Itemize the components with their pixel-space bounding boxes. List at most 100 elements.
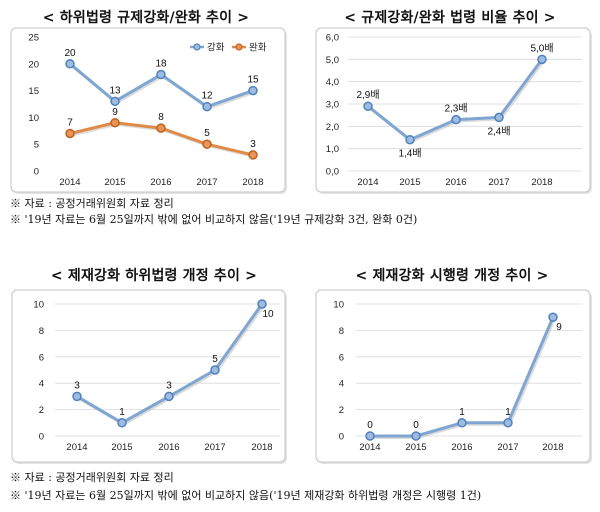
data-label: 2,4배 xyxy=(487,125,510,137)
x-tick-label: 2015 xyxy=(399,177,420,188)
chart-4: 0 2 4 6 8 10 2014 2015 2016 2017 2018 0 0 1 1 9 xyxy=(315,289,592,464)
chart-box xyxy=(11,289,286,463)
x-tick-label: 2014 xyxy=(59,177,80,188)
x-tick-label: 2017 xyxy=(204,442,225,453)
data-point xyxy=(365,431,375,441)
y-tick-label: 3,0 xyxy=(326,100,339,111)
data-point xyxy=(72,391,82,402)
data-label: 3 xyxy=(250,139,256,150)
data-label: 15 xyxy=(247,75,259,86)
data-point xyxy=(457,418,467,428)
y-tick-label: 10 xyxy=(33,300,44,311)
chart-box xyxy=(315,27,591,193)
x-tick-label: 2018 xyxy=(531,177,552,188)
x-tick-label: 2016 xyxy=(451,442,472,453)
footnote-bottom: ※ '19년 자료는 6월 25일까지 밖에 없어 비교하지 않음('19년 제… xyxy=(10,489,482,502)
x-tick-label: 2018 xyxy=(242,177,263,188)
y-tick-label: 10 xyxy=(28,113,39,124)
data-label: 9 xyxy=(112,107,118,118)
x-tick-label: 2014 xyxy=(359,442,380,453)
data-label: 1 xyxy=(459,407,465,418)
y-tick-label: 4,0 xyxy=(326,77,339,88)
chart-title-ratio-trend: < 규제강화/완화 법령 비율 추이 > xyxy=(344,10,556,26)
x-tick-label: 2018 xyxy=(542,442,563,453)
data-point xyxy=(363,101,373,111)
y-tick-label: 4 xyxy=(339,379,344,390)
y-tick-label: 6 xyxy=(39,352,44,363)
data-point xyxy=(110,118,120,128)
footnote-top: ※ '19년 자료는 6월 25일까지 밖에 없어 비교하지 않음('19년 규… xyxy=(10,213,418,226)
y-tick-label: 2,0 xyxy=(326,122,339,133)
data-label: 5 xyxy=(204,128,210,139)
data-point xyxy=(248,85,258,96)
data-label: 0 xyxy=(413,420,419,431)
y-tick-label: 10 xyxy=(333,300,344,311)
y-tick-label: 2 xyxy=(39,405,44,416)
chart-box xyxy=(315,289,591,463)
y-tick-label: 5,0 xyxy=(326,55,339,66)
data-label: 3 xyxy=(74,380,80,391)
data-point xyxy=(451,114,461,125)
data-label: 20 xyxy=(64,48,76,59)
data-point xyxy=(65,128,75,139)
y-tick-label: 0 xyxy=(39,432,44,443)
chart-3: 0 2 4 6 8 10 2014 2015 2016 2017 2018 3 1 3 5 10 xyxy=(11,289,287,464)
data-point xyxy=(117,418,127,428)
y-tick-label: 8 xyxy=(339,326,344,337)
data-point xyxy=(202,101,212,112)
data-label: 2,3배 xyxy=(444,103,467,115)
y-tick-label: 0,0 xyxy=(326,167,339,178)
legend-item: 강화 xyxy=(190,43,225,54)
data-point xyxy=(202,139,212,149)
y-tick-label: 0 xyxy=(339,432,344,443)
x-tick-label: 2014 xyxy=(357,177,378,188)
x-tick-label: 2017 xyxy=(497,442,518,453)
data-point xyxy=(537,54,547,65)
data-label: 13 xyxy=(109,85,121,96)
data-point xyxy=(110,96,120,107)
x-tick-label: 2018 xyxy=(251,442,272,453)
x-tick-label: 2015 xyxy=(104,177,125,188)
data-label: 12 xyxy=(201,91,213,102)
data-point xyxy=(503,418,513,428)
x-tick-label: 2016 xyxy=(150,177,171,188)
data-point xyxy=(257,299,267,309)
data-label: 1 xyxy=(505,407,511,418)
data-point xyxy=(248,150,258,160)
data-point xyxy=(494,112,504,123)
data-label: 0 xyxy=(367,420,373,431)
data-label: 9 xyxy=(556,322,562,333)
y-tick-label: 2 xyxy=(339,405,344,416)
data-label: 5,0배 xyxy=(530,42,553,54)
data-point xyxy=(405,134,415,145)
data-point xyxy=(548,312,558,322)
y-tick-label: 15 xyxy=(28,86,39,97)
y-tick-label: 25 xyxy=(28,33,39,44)
y-tick-label: 0 xyxy=(34,167,39,178)
chart-box xyxy=(10,27,286,193)
data-label: 1 xyxy=(119,407,125,418)
data-label: 10 xyxy=(262,309,274,320)
data-point xyxy=(65,59,75,69)
x-tick-label: 2015 xyxy=(405,442,426,453)
chart-1: 0 5 10 15 20 25 2014 2015 2016 2017 2018 20 13 18 12 15… xyxy=(10,27,287,194)
data-label: 5 xyxy=(212,354,218,365)
data-label: 3 xyxy=(166,380,172,391)
chart-title-regulation-trend: < 하위법령 규제강화/완화 추이 > xyxy=(42,10,250,26)
x-tick-label: 2014 xyxy=(66,442,87,453)
source-note-top: ※ 자료 : 공정거래위원회 자료 정리 xyxy=(10,197,174,210)
data-point xyxy=(156,69,166,80)
y-tick-label: 4 xyxy=(39,379,44,390)
legend-label: 강화 xyxy=(207,43,225,54)
y-tick-label: 6 xyxy=(339,352,344,363)
source-note-bottom: ※ 자료 : 공정거래위원회 자료 정리 xyxy=(10,471,174,484)
legend-item: 완화 xyxy=(232,43,267,54)
y-tick-label: 6,0 xyxy=(326,33,339,44)
x-tick-label: 2017 xyxy=(488,177,509,188)
x-tick-label: 2015 xyxy=(111,442,132,453)
data-label: 1,4배 xyxy=(398,148,421,160)
chart-title-sanction-enforcement-trend: < 제재강화 시행령 개정 추이 > xyxy=(355,268,549,284)
x-tick-label: 2016 xyxy=(158,442,179,453)
y-tick-label: 20 xyxy=(28,59,39,70)
